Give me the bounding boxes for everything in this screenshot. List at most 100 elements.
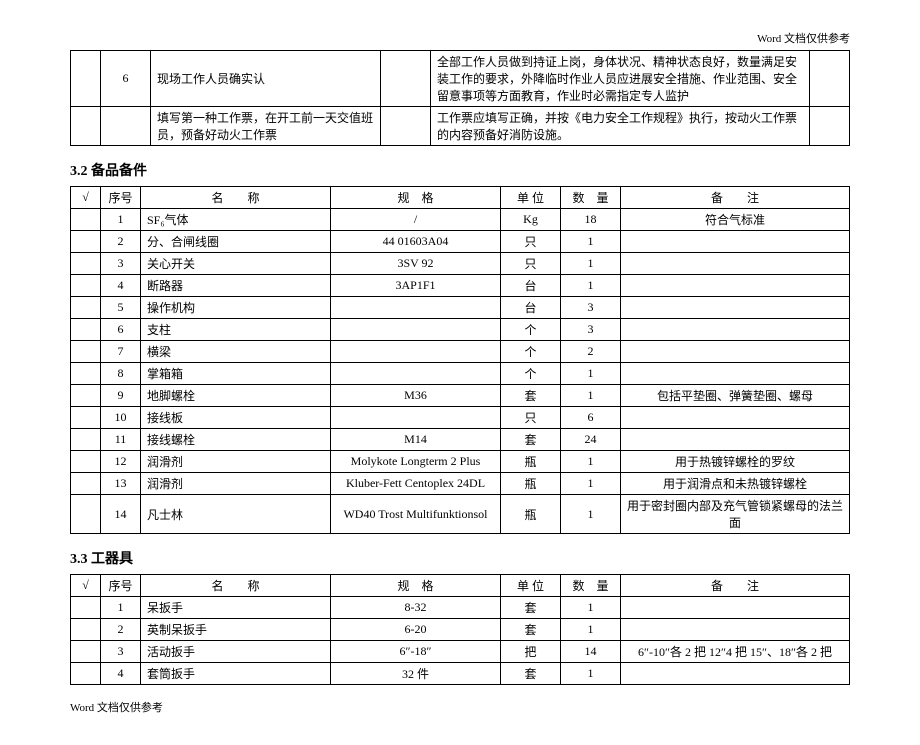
- cell-spec: 6″-18″: [331, 641, 501, 663]
- cell-seq: 5: [101, 297, 141, 319]
- cell-qty: 1: [561, 253, 621, 275]
- header-note: Word 文档仅供参考: [70, 30, 850, 46]
- cell-seq: 3: [101, 641, 141, 663]
- cell-qty: 14: [561, 641, 621, 663]
- cell-name: 接线板: [141, 407, 331, 429]
- table-row: 5操作机构台3: [71, 297, 850, 319]
- col-unit: 单 位: [501, 187, 561, 209]
- col-unit: 单 位: [501, 575, 561, 597]
- cell-unit: 台: [501, 275, 561, 297]
- cell-seq: 8: [101, 363, 141, 385]
- col-spec: 规 格: [331, 575, 501, 597]
- cell-check: [71, 385, 101, 407]
- cell-check: [71, 473, 101, 495]
- cell-spec: M14: [331, 429, 501, 451]
- cell-qty: 1: [561, 663, 621, 685]
- col-remark: 备 注: [621, 575, 850, 597]
- intro-row: 6现场工作人员确实认全部工作人员做到持证上岗，身体状况、精神状态良好，数量满足安…: [71, 51, 850, 107]
- cell-spec: 6-20: [331, 619, 501, 641]
- cell-name: 横梁: [141, 341, 331, 363]
- col-seq: 序号: [101, 575, 141, 597]
- tools-header-row: √ 序号 名 称 规 格 单 位 数 量 备 注: [71, 575, 850, 597]
- cell-check: [71, 231, 101, 253]
- cell-spec: [331, 407, 501, 429]
- cell-name: 地脚螺栓: [141, 385, 331, 407]
- table-row: 3关心开关3SV 92只1: [71, 253, 850, 275]
- cell-remark: 6″-10″各 2 把 12″4 把 15″、18″各 2 把: [621, 641, 850, 663]
- cell-name: 呆扳手: [141, 597, 331, 619]
- cell-name: 润滑剂: [141, 451, 331, 473]
- cell-unit: 只: [501, 231, 561, 253]
- table-row: 14凡士林WD40 Trost Multifunktionsol瓶1用于密封圈内…: [71, 495, 850, 534]
- cell-spec: [331, 319, 501, 341]
- cell-qty: 1: [561, 619, 621, 641]
- table-row: 11接线螺栓M14套24: [71, 429, 850, 451]
- cell-qty: 1: [561, 385, 621, 407]
- cell-name: 掌箱箱: [141, 363, 331, 385]
- cell-qty: 24: [561, 429, 621, 451]
- cell-unit: 把: [501, 641, 561, 663]
- cell-qty: 3: [561, 297, 621, 319]
- cell-spec: WD40 Trost Multifunktionsol: [331, 495, 501, 534]
- cell: [381, 107, 431, 146]
- col-seq: 序号: [101, 187, 141, 209]
- cell-qty: 1: [561, 275, 621, 297]
- cell-remark: [621, 363, 850, 385]
- cell-spec: 8-32: [331, 597, 501, 619]
- cell-remark: [621, 297, 850, 319]
- cell-seq: 3: [101, 253, 141, 275]
- cell-spec: Kluber-Fett Centoplex 24DL: [331, 473, 501, 495]
- table-row: 1呆扳手8-32套1: [71, 597, 850, 619]
- cell-seq: 14: [101, 495, 141, 534]
- table-row: 3活动扳手6″-18″把146″-10″各 2 把 12″4 把 15″、18″…: [71, 641, 850, 663]
- intro-table: 6现场工作人员确实认全部工作人员做到持证上岗，身体状况、精神状态良好，数量满足安…: [70, 50, 850, 146]
- cell-unit: 套: [501, 385, 561, 407]
- cell-qty: 18: [561, 209, 621, 231]
- cell-remark: 包括平垫圈、弹簧垫圈、螺母: [621, 385, 850, 407]
- table-row: 7横梁个2: [71, 341, 850, 363]
- cell-qty: 1: [561, 363, 621, 385]
- cell-unit: 套: [501, 597, 561, 619]
- cell-desc: 填写第一种工作票，在开工前一天交值班员，预备好动火工作票: [151, 107, 381, 146]
- cell-detail: 工作票应填写正确，并按《电力安全工作规程》执行，按动火工作票的内容预备好消防设施…: [431, 107, 810, 146]
- cell-spec: 32 件: [331, 663, 501, 685]
- cell-remark: [621, 407, 850, 429]
- tools-table: √ 序号 名 称 规 格 单 位 数 量 备 注 1呆扳手8-32套12英制呆扳…: [70, 574, 850, 685]
- cell-check: [71, 429, 101, 451]
- cell-seq: 6: [101, 51, 151, 107]
- col-check: √: [71, 187, 101, 209]
- cell-spec: M36: [331, 385, 501, 407]
- col-spec: 规 格: [331, 187, 501, 209]
- cell-unit: 瓶: [501, 473, 561, 495]
- col-remark: 备 注: [621, 187, 850, 209]
- cell: [71, 51, 101, 107]
- cell-unit: 套: [501, 429, 561, 451]
- cell-name: 关心开关: [141, 253, 331, 275]
- parts-header-row: √ 序号 名 称 规 格 单 位 数 量 备 注: [71, 187, 850, 209]
- cell-seq: 4: [101, 663, 141, 685]
- cell-qty: 3: [561, 319, 621, 341]
- table-row: 4断路器3AP1F1台1: [71, 275, 850, 297]
- cell-remark: 用于润滑点和未热镀锌螺栓: [621, 473, 850, 495]
- col-name: 名 称: [141, 187, 331, 209]
- cell-spec: 44 01603A04: [331, 231, 501, 253]
- cell-check: [71, 663, 101, 685]
- col-qty: 数 量: [561, 187, 621, 209]
- cell-remark: [621, 275, 850, 297]
- cell-remark: [621, 619, 850, 641]
- cell-remark: [621, 663, 850, 685]
- cell-desc: 现场工作人员确实认: [151, 51, 381, 107]
- table-row: 13润滑剂Kluber-Fett Centoplex 24DL瓶1用于润滑点和未…: [71, 473, 850, 495]
- cell-unit: Kg: [501, 209, 561, 231]
- cell-check: [71, 641, 101, 663]
- cell-check: [71, 319, 101, 341]
- cell-name: SF₆气体: [141, 209, 331, 231]
- cell-check: [71, 253, 101, 275]
- cell-seq: [101, 107, 151, 146]
- cell-check: [71, 407, 101, 429]
- cell-check: [71, 619, 101, 641]
- cell-name: 活动扳手: [141, 641, 331, 663]
- cell-remark: 用于热镀锌螺栓的罗纹: [621, 451, 850, 473]
- cell-check: [71, 341, 101, 363]
- cell-check: [71, 451, 101, 473]
